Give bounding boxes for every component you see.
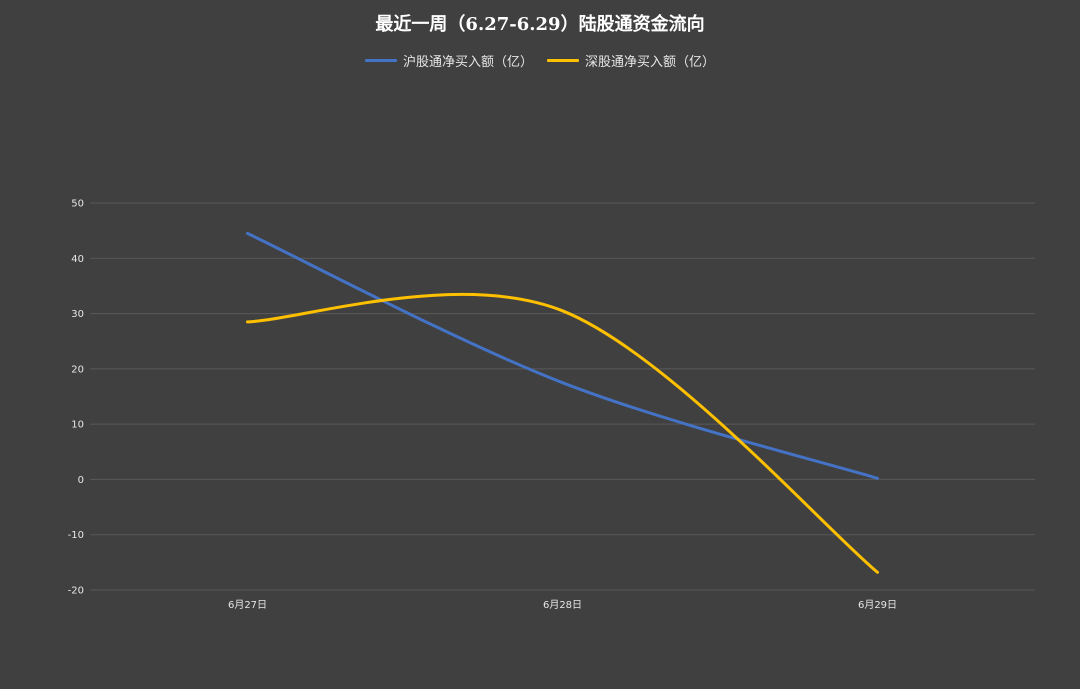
y-tick-label: 10 xyxy=(71,420,84,431)
legend-swatch-sh xyxy=(364,59,397,62)
x-tick-label: 6月28日 xyxy=(543,599,582,611)
chart-title: 最近一周（6.27-6.29）陆股通资金流向 xyxy=(375,14,705,35)
y-tick-label: -10 xyxy=(68,530,84,541)
y-tick-label: 30 xyxy=(71,309,84,320)
legend-label-sz: 深股通净买入额（亿） xyxy=(585,55,716,70)
x-tick-label: 6月27日 xyxy=(228,599,267,611)
legend-item-sz: 深股通净买入额（亿） xyxy=(547,51,715,70)
y-tick-label: 50 xyxy=(71,199,84,210)
y-tick-label: 40 xyxy=(71,254,84,265)
y-tick-label: 0 xyxy=(78,475,84,486)
series-line-1 xyxy=(246,293,879,574)
series-line-0 xyxy=(246,231,879,480)
y-tick-label: 20 xyxy=(71,364,84,375)
legend-swatch-sz xyxy=(547,59,579,62)
legend-label-sh: 沪股通净买入额（亿） xyxy=(402,55,533,70)
legend-item-sh: 沪股通净买入额（亿） xyxy=(364,51,533,70)
y-tick-label: -20 xyxy=(68,586,84,597)
x-tick-label: 6月29日 xyxy=(858,599,897,611)
legend: 沪股通净买入额（亿） 深股通净买入额（亿） xyxy=(0,51,1080,70)
